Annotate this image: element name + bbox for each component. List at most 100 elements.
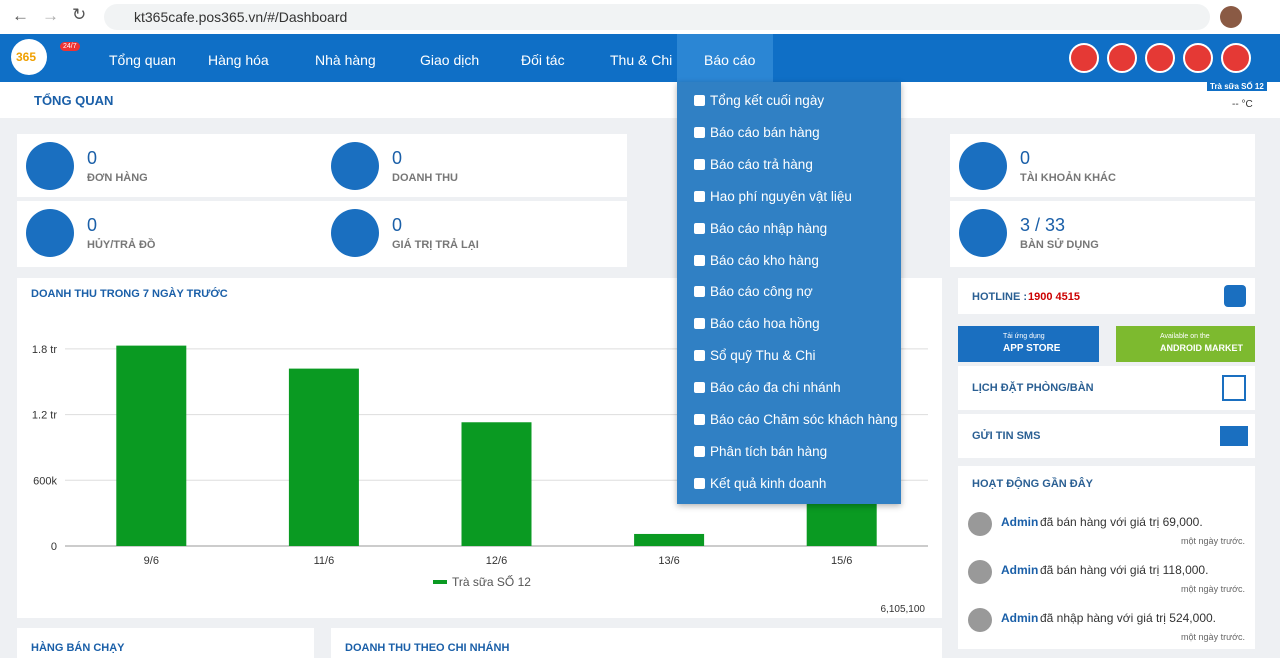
big: APP STORE: [1003, 343, 1061, 354]
card-title: HÀNG BÁN CHẠY: [31, 642, 125, 654]
menu-icon: [694, 190, 705, 202]
stat-label: GIÁ TRỊ TRẢ LẠI: [392, 239, 479, 251]
activity-icon: [968, 608, 992, 632]
menu-item[interactable]: Báo cáo công nợ: [710, 284, 813, 300]
header: TỔNG QUAN Trà sữa SỐ 12 -- °C: [0, 82, 1280, 118]
activity-user[interactable]: Admin: [1001, 515, 1039, 529]
nav-item[interactable]: Hàng hóa: [208, 52, 269, 68]
activity-user[interactable]: Admin: [1001, 563, 1039, 577]
bar: [634, 533, 705, 546]
activity-time: một ngày trước.: [1181, 584, 1245, 594]
menu-item[interactable]: Báo cáo bán hàng: [710, 124, 820, 140]
nav-item[interactable]: Báo cáo: [704, 52, 756, 68]
stat-label: TÀI KHOẢN KHÁC: [1020, 172, 1116, 184]
activity-title: HOẠT ĐỘNG GẦN ĐÂY: [972, 478, 1093, 490]
activity-text: đã bán hàng với giá trị 69,000.: [1040, 515, 1203, 529]
stat-value: 0: [87, 148, 98, 168]
stat-icon: [331, 142, 379, 190]
nav-item[interactable]: Giao dịch: [420, 52, 480, 68]
stat-label: HỦY/TRẢ ĐỒ: [87, 239, 156, 251]
nav-button[interactable]: [1069, 43, 1099, 73]
branch-card: DOANH THU THEO CHI NHÁNH: [331, 628, 942, 658]
stat-card: 0 ĐƠN HÀNG: [17, 134, 322, 197]
menu-icon: [694, 222, 705, 234]
menu-item[interactable]: Phân tích bán hàng: [710, 443, 828, 459]
nav-button[interactable]: [1183, 43, 1213, 73]
menu-icon: [694, 382, 705, 394]
stat-value: 0: [1020, 148, 1031, 168]
address-bar[interactable]: kt365cafe.pos365.vn/#/Dashboard: [104, 4, 1210, 30]
avatar[interactable]: [1220, 6, 1242, 28]
menu-item[interactable]: Báo cáo nhập hàng: [710, 220, 828, 236]
stat-value: 0: [392, 215, 403, 235]
nav-item[interactable]: Tổng quan: [109, 52, 176, 68]
menu-item[interactable]: Kết quả kinh doanh: [710, 475, 827, 491]
chart-title: DOANH THU TRONG 7 NGÀY TRƯỚC: [31, 287, 228, 300]
stat-card: 0 GIÁ TRỊ TRẢ LẠI: [322, 201, 627, 267]
menu-item[interactable]: Báo cáo kho hàng: [710, 252, 819, 268]
nav-item[interactable]: Đối tác: [521, 52, 565, 68]
navbar: 365 24/7 Tổng quan Hàng hóa Nhà hàng Giao d…: [0, 34, 1280, 82]
stat-icon: [26, 209, 74, 257]
weather: -- °C: [1232, 99, 1253, 110]
nav-button[interactable]: [1145, 43, 1175, 73]
android-button[interactable]: Available on the ANDROID MARKET: [1116, 326, 1255, 362]
stat-card: 0 DOANH THU: [322, 134, 627, 197]
y-tick-label: 600k: [33, 475, 57, 487]
stat-icon: [26, 142, 74, 190]
appstore-button[interactable]: Tải ứng dụng APP STORE: [958, 326, 1099, 362]
nav-item[interactable]: Thu & Chi: [610, 52, 673, 68]
activity-user[interactable]: Admin: [1001, 611, 1039, 625]
url: kt365cafe.pos365.vn/#/Dashboard: [134, 9, 348, 25]
big: ANDROID MARKET: [1160, 343, 1243, 353]
legend-swatch: [433, 580, 447, 584]
nav-button[interactable]: [1221, 43, 1251, 73]
menu-icon: [694, 126, 705, 138]
sms[interactable]: GỬI TIN SMS: [958, 414, 1255, 458]
legend-label: Trà sữa SỐ 12: [452, 574, 531, 589]
menu-icon: [694, 445, 705, 457]
menu-icon: [694, 414, 705, 425]
menu-item[interactable]: Báo cáo đa chi nhánh: [710, 380, 841, 396]
nav-item[interactable]: Nhà hàng: [315, 52, 376, 68]
menu-icon: [694, 254, 705, 266]
sms-label: GỬI TIN SMS: [972, 430, 1041, 442]
menu-item[interactable]: Tổng kết cuối ngày: [710, 93, 825, 108]
menu-item[interactable]: Hao phí nguyên vật liệu: [710, 188, 852, 204]
hotline-number[interactable]: 1900 4515: [1028, 291, 1080, 303]
bar: [116, 345, 187, 546]
logo-text: 365: [16, 50, 37, 64]
menu-item[interactable]: Sổ quỹ Thu & Chi: [710, 348, 816, 364]
stat-card: 0 HỦY/TRẢ ĐỒ: [17, 201, 322, 267]
total: 6,105,100: [881, 604, 926, 615]
stat-icon: [331, 209, 379, 257]
x-tick-label: 13/6: [658, 555, 679, 567]
small: Available on the: [1160, 333, 1210, 340]
activity-text: đã nhập hàng với giá trị 524,000.: [1040, 611, 1216, 625]
hotline-label: HOTLINE :: [972, 291, 1027, 303]
forward[interactable]: →: [42, 6, 59, 25]
stat-card: 0 TÀI KHOẢN KHÁC: [950, 134, 1255, 197]
stat-value: 3 / 33: [1020, 215, 1066, 235]
stat-label: ĐƠN HÀNG: [87, 172, 148, 184]
stat-icon: [959, 142, 1007, 190]
branch[interactable]: Trà sữa SỐ 12: [1207, 82, 1267, 91]
activity-time: một ngày trước.: [1181, 536, 1245, 546]
logo[interactable]: 365: [11, 39, 47, 75]
bestseller-card: HÀNG BÁN CHẠY: [17, 628, 314, 658]
stat-label: BÀN SỬ DỤNG: [1020, 239, 1099, 251]
booking[interactable]: LỊCH ĐẶT PHÒNG/BÀN: [958, 366, 1255, 410]
browser-bar: ← → ↻ kt365cafe.pos365.vn/#/Dashboard: [0, 0, 1280, 35]
back[interactable]: ←: [12, 6, 29, 25]
reload[interactable]: ↻: [72, 5, 87, 24]
stat-icon: [959, 209, 1007, 257]
menu-item[interactable]: Báo cáo Chăm sóc khách hàng: [710, 412, 898, 427]
menu-item[interactable]: Báo cáo trả hàng: [710, 156, 813, 172]
menu-item[interactable]: Báo cáo hoa hồng: [710, 316, 820, 332]
hotline: HOTLINE : 1900 4515: [958, 278, 1255, 314]
stat-value: 0: [392, 148, 403, 168]
nav-button[interactable]: [1107, 43, 1137, 73]
mail-icon: [1220, 426, 1248, 446]
x-tick-label: 15/6: [831, 555, 852, 567]
